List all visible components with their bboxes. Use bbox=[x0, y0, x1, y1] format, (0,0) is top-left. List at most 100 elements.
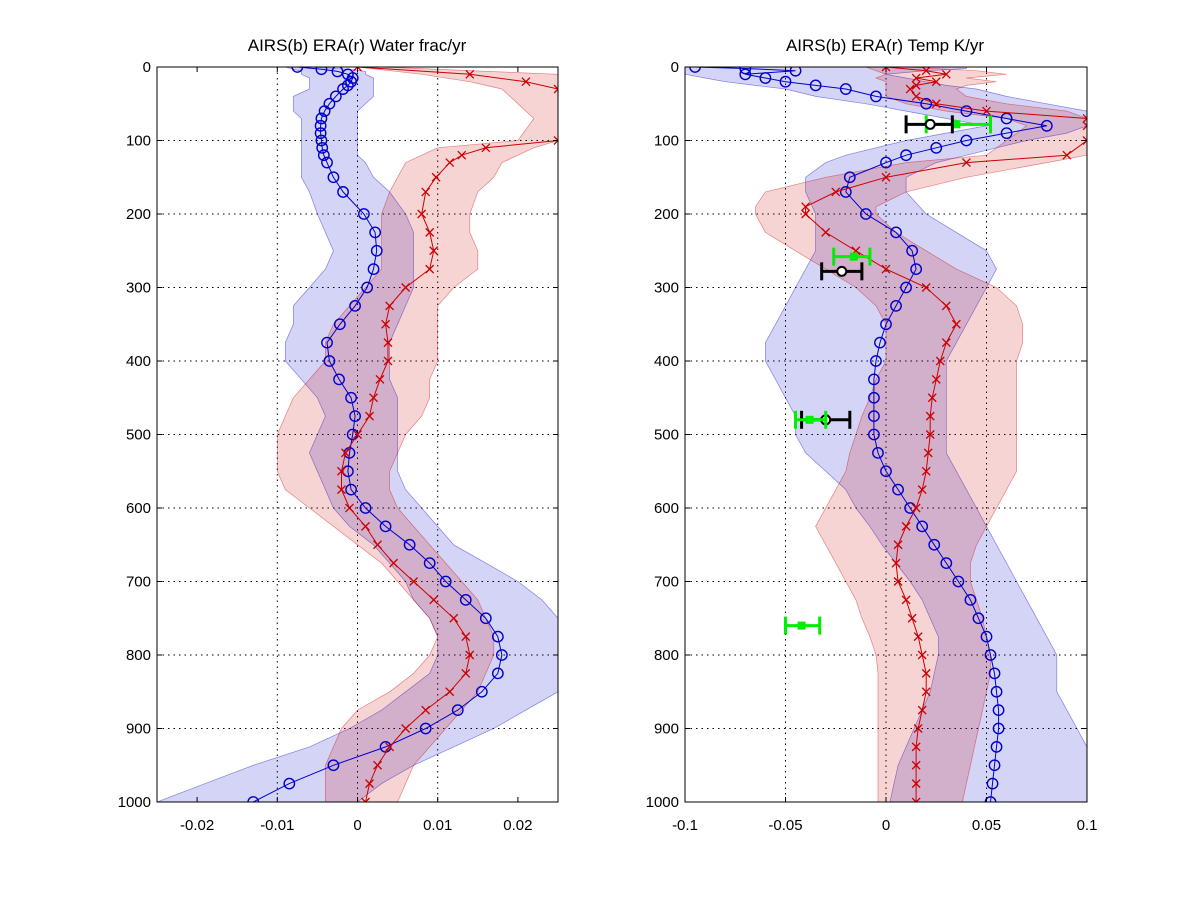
temp-y-tick-label: 1000 bbox=[646, 794, 679, 811]
water-era-point bbox=[337, 485, 346, 495]
water-airs-point bbox=[358, 208, 370, 220]
water-airs-point bbox=[283, 777, 296, 790]
temp-airs-point bbox=[839, 186, 852, 198]
temp-airs-point bbox=[880, 156, 892, 169]
water-y-tick-label: 300 bbox=[126, 280, 151, 297]
water-era-point bbox=[383, 338, 393, 348]
water-era-point bbox=[409, 577, 419, 586]
temp-airs-point bbox=[739, 67, 752, 75]
water-era-point bbox=[457, 150, 467, 160]
temp-airs-point bbox=[940, 557, 953, 570]
water-era-point bbox=[417, 209, 427, 219]
water-y-tick-label: 400 bbox=[126, 353, 151, 370]
water-grid bbox=[157, 67, 558, 802]
temp-airs-point bbox=[960, 134, 973, 147]
temp-airs-point bbox=[759, 72, 772, 84]
temp-era-point bbox=[893, 540, 903, 550]
temp-era-point bbox=[911, 80, 921, 90]
water-airs-point bbox=[315, 134, 328, 147]
temp-era-point bbox=[901, 595, 911, 605]
temp-airs-point bbox=[980, 630, 993, 643]
temp-era-point bbox=[941, 69, 951, 79]
water-era-point bbox=[381, 319, 391, 329]
water-airs-point bbox=[318, 105, 331, 118]
water-era-point bbox=[353, 430, 362, 439]
water-plot-area bbox=[157, 67, 558, 802]
temp-era-point bbox=[881, 172, 891, 182]
temp-y-tick-label: 500 bbox=[654, 427, 679, 444]
temp-era-point bbox=[911, 91, 921, 101]
water-y-tick-label: 100 bbox=[126, 133, 151, 150]
temp-era-point bbox=[913, 724, 923, 733]
water-y-tick-label: 500 bbox=[126, 427, 151, 444]
water-era-point bbox=[445, 158, 455, 168]
temp-airs-point bbox=[988, 759, 1001, 772]
temp-plot-area bbox=[685, 67, 1087, 802]
temp-era-point bbox=[901, 521, 911, 531]
water-airs-line bbox=[252, 67, 503, 802]
temp-era-point bbox=[982, 106, 991, 116]
water-era-point bbox=[449, 613, 459, 623]
temp-airs-point bbox=[689, 67, 701, 73]
water-airs-point bbox=[331, 67, 344, 78]
water-airs-point bbox=[369, 226, 382, 239]
temp-y-tick-label: 400 bbox=[654, 353, 679, 370]
water-airs-point bbox=[323, 355, 336, 367]
water-y-tick-label: 1000 bbox=[118, 794, 151, 811]
water-airs-point bbox=[337, 83, 349, 95]
temp-era-point bbox=[913, 632, 923, 642]
temp-era-point bbox=[921, 466, 931, 476]
temp-airs-point bbox=[890, 226, 902, 239]
water-era-point bbox=[429, 595, 439, 605]
temp-airs-point bbox=[809, 79, 822, 92]
temp-era-point bbox=[927, 393, 937, 403]
temp-era-uncertainty-band bbox=[755, 67, 1087, 802]
water-era-point bbox=[353, 67, 362, 72]
water-y-tick-label: 0 bbox=[143, 59, 151, 76]
temp-era-point bbox=[1082, 136, 1087, 145]
temp-era-point bbox=[881, 264, 891, 274]
temp-airs-point bbox=[984, 649, 997, 661]
temp-airs-point bbox=[843, 171, 856, 184]
water-airs-point bbox=[327, 759, 340, 772]
temp-era-point bbox=[921, 687, 931, 697]
temp-airs-point bbox=[872, 446, 884, 459]
temp-airs-point bbox=[860, 208, 872, 220]
temp-y-tick-label: 300 bbox=[654, 280, 679, 297]
water-era-point bbox=[337, 466, 346, 476]
temp-x-tick-label: -0.05 bbox=[768, 817, 802, 834]
temp-airs-point bbox=[906, 244, 919, 257]
water-era-point bbox=[341, 448, 350, 458]
temp-airs-point bbox=[972, 612, 985, 625]
water-era-point bbox=[553, 84, 558, 94]
temp-era-point bbox=[931, 77, 941, 87]
water-era-point bbox=[481, 143, 491, 153]
temp-airs-point bbox=[880, 318, 892, 331]
temp-era-point bbox=[917, 485, 927, 495]
water-y-tick-label: 600 bbox=[126, 500, 151, 517]
water-era-point bbox=[425, 227, 435, 237]
temp-airs-point bbox=[990, 740, 1003, 753]
water-era-point bbox=[421, 705, 431, 715]
temp-era-point bbox=[921, 668, 931, 678]
temp-airs-point bbox=[874, 336, 886, 349]
temp-airs-point bbox=[789, 67, 802, 77]
water-airs-point bbox=[314, 127, 327, 140]
water-airs-point bbox=[333, 373, 345, 386]
water-airs-point bbox=[361, 281, 374, 294]
temp-airs-point bbox=[868, 373, 880, 386]
temp-airs-point bbox=[868, 391, 880, 404]
water-airs-point bbox=[314, 119, 327, 132]
water-airs-point bbox=[345, 483, 357, 496]
water-era-point bbox=[431, 172, 441, 182]
water-y-tick-label: 200 bbox=[126, 206, 151, 223]
water-airs-point bbox=[491, 630, 504, 643]
temp-era-point bbox=[821, 227, 831, 237]
water-airs-point bbox=[439, 575, 452, 588]
water-era-point bbox=[401, 283, 411, 292]
water-airs-point bbox=[317, 149, 330, 162]
temp-airs-point bbox=[986, 777, 999, 790]
temp-era-point bbox=[951, 319, 961, 329]
water-trend-panel: AIRS(b) ERA(r) Water frac/yr -0.02 -0.01 0… bbox=[118, 36, 559, 834]
temp-airs-point bbox=[1040, 119, 1053, 132]
